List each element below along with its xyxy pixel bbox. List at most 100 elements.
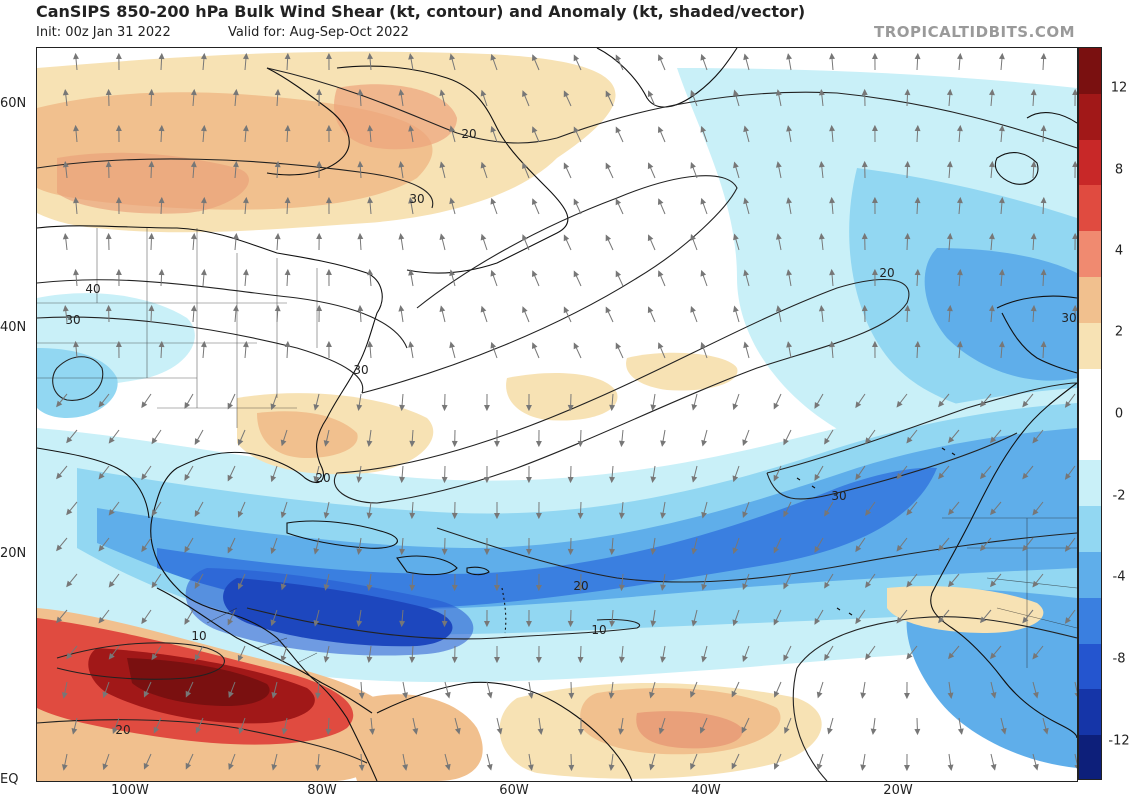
wind-vector-head bbox=[814, 546, 821, 553]
wind-vector-head bbox=[690, 233, 696, 241]
wind-vector-head bbox=[141, 545, 148, 553]
wind-vector-head bbox=[281, 728, 288, 735]
shear-anomaly-map: 20 30 40 30 30 20 20 30 30 20 10 10 20 bbox=[37, 48, 1077, 781]
wind-vector-head bbox=[73, 124, 79, 132]
wind-vector-head bbox=[366, 584, 373, 591]
wind-vector-head bbox=[855, 545, 862, 553]
anomaly-cool-tropics-deep bbox=[157, 467, 937, 609]
wind-vector-head bbox=[1030, 304, 1037, 312]
colorbar-segment bbox=[1079, 735, 1101, 779]
wind-vector-head bbox=[865, 509, 872, 516]
wind-vector-head bbox=[773, 690, 780, 698]
wind-vector-head bbox=[367, 124, 374, 132]
colorbar-segment bbox=[1079, 48, 1101, 94]
wind-vector-head bbox=[609, 476, 616, 484]
wind-vector-head bbox=[1064, 545, 1071, 552]
wind-vector-head bbox=[480, 233, 487, 241]
colorbar-tick: 12 bbox=[1110, 80, 1128, 96]
wind-vector-head bbox=[1040, 124, 1047, 132]
wind-vector-head bbox=[660, 440, 667, 447]
contour-label: 10 bbox=[191, 629, 206, 643]
wind-vector-head bbox=[237, 582, 244, 590]
wind-vector-head bbox=[1022, 472, 1029, 480]
wind-vector-head bbox=[108, 580, 115, 588]
wind-vector-head bbox=[280, 511, 287, 519]
wind-vector-head bbox=[829, 196, 836, 204]
wind-vector-head bbox=[732, 619, 739, 627]
wind-vector-head bbox=[605, 90, 612, 98]
wind-vector-head bbox=[660, 656, 667, 663]
wind-vector-head bbox=[228, 763, 234, 770]
colorbar-segment bbox=[1079, 185, 1101, 232]
wind-vector-head bbox=[441, 404, 448, 412]
wind-vector-head bbox=[948, 508, 955, 516]
wind-vector-head bbox=[699, 726, 706, 734]
wind-vector-head bbox=[948, 580, 955, 588]
wind-vector-head bbox=[990, 508, 997, 516]
wind-vector-head bbox=[194, 510, 201, 518]
wind-vector-head bbox=[369, 728, 376, 736]
wind-vector-head bbox=[1032, 508, 1039, 516]
wind-vector-head bbox=[98, 400, 105, 408]
wind-vector-head bbox=[956, 124, 963, 132]
wind-vector-head bbox=[274, 304, 281, 312]
colorbar-tick: 8 bbox=[1114, 162, 1124, 178]
wind-vector-head bbox=[232, 88, 239, 96]
wind-vector-head bbox=[657, 270, 664, 278]
wind-vector-head bbox=[439, 233, 446, 241]
wind-vector-head bbox=[315, 692, 321, 700]
wind-vector-head bbox=[357, 88, 364, 96]
wind-vector-head bbox=[1030, 160, 1037, 168]
contour-label: 20 bbox=[879, 266, 894, 280]
wind-vector-head bbox=[567, 548, 574, 556]
wind-vector-head bbox=[62, 88, 69, 96]
colorbar-segment bbox=[1079, 597, 1101, 644]
wind-anomaly-vectors bbox=[56, 52, 1077, 772]
contour-label: 30 bbox=[1061, 311, 1076, 325]
map-panel: 20 30 40 30 30 20 20 30 30 20 10 10 20 bbox=[36, 47, 1078, 782]
wind-vector bbox=[1074, 681, 1077, 694]
wind-vector-head bbox=[527, 764, 534, 771]
wind-vector-head bbox=[313, 475, 320, 483]
wind-vector-head bbox=[690, 89, 696, 97]
wind-vector-head bbox=[1072, 88, 1077, 96]
colorbar-tick: 0 bbox=[1114, 406, 1124, 422]
wind-vector-head bbox=[824, 653, 830, 661]
colorbar-segment bbox=[1079, 322, 1101, 369]
wind-vector-head bbox=[490, 269, 497, 277]
contour-label: 30 bbox=[409, 192, 424, 206]
wind-vector-head bbox=[946, 88, 953, 96]
wind-vector-head bbox=[998, 196, 1005, 204]
wind-vector-head bbox=[62, 232, 69, 240]
wind-vector-head bbox=[232, 232, 239, 240]
wind-vector-head bbox=[141, 401, 148, 409]
wind-vector-head bbox=[956, 268, 963, 276]
wind-vector-head bbox=[366, 440, 373, 447]
wind-vector-head bbox=[1022, 400, 1029, 408]
wind-vector-head bbox=[402, 692, 409, 699]
wind-vector-head bbox=[158, 340, 165, 348]
wind-vector-head bbox=[531, 342, 538, 350]
wind-vector-head bbox=[190, 160, 197, 168]
wind-vector-head bbox=[148, 232, 155, 240]
wind-vector-head bbox=[948, 436, 955, 444]
wind-vector-head bbox=[73, 340, 79, 348]
colorbar-segment bbox=[1079, 93, 1101, 140]
wind-vector-head bbox=[366, 512, 373, 519]
wind-vector-head bbox=[871, 268, 878, 276]
wind-vector-head bbox=[151, 653, 158, 661]
wind-vector-head bbox=[988, 232, 995, 240]
wind-vector-head bbox=[480, 161, 487, 169]
wind-vector-head bbox=[238, 727, 245, 735]
wind-vector-head bbox=[367, 340, 374, 348]
wind-vector-head bbox=[700, 341, 707, 349]
wind-vector-head bbox=[733, 233, 739, 241]
wind-vector-head bbox=[567, 476, 574, 484]
wind-vector-head bbox=[313, 547, 320, 555]
wind-vector-head bbox=[731, 690, 738, 698]
lat-label-20n: 20N bbox=[0, 546, 27, 561]
wind-vector-head bbox=[896, 472, 903, 480]
wind-vector-head bbox=[439, 305, 446, 313]
wind-vector-head bbox=[914, 196, 921, 204]
wind-vector-head bbox=[998, 340, 1005, 348]
